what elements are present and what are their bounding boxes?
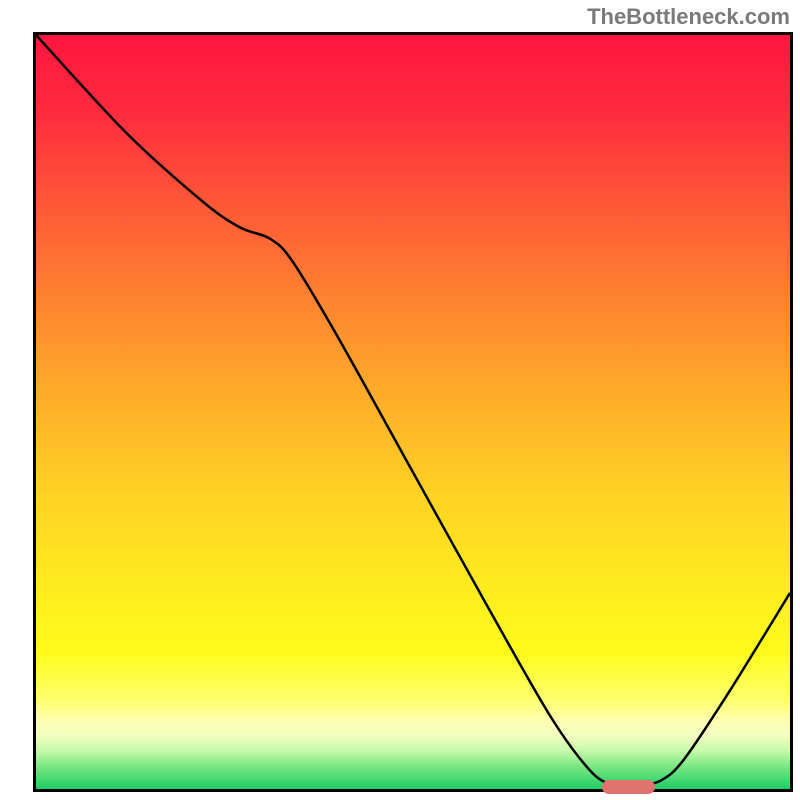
optimal-range-marker: [602, 780, 655, 794]
bottleneck-curve: [36, 35, 790, 786]
chart-container: TheBottleneck.com: [0, 0, 800, 800]
watermark-text: TheBottleneck.com: [587, 4, 790, 30]
plot-area: [33, 32, 793, 792]
curve-layer: [36, 35, 790, 789]
